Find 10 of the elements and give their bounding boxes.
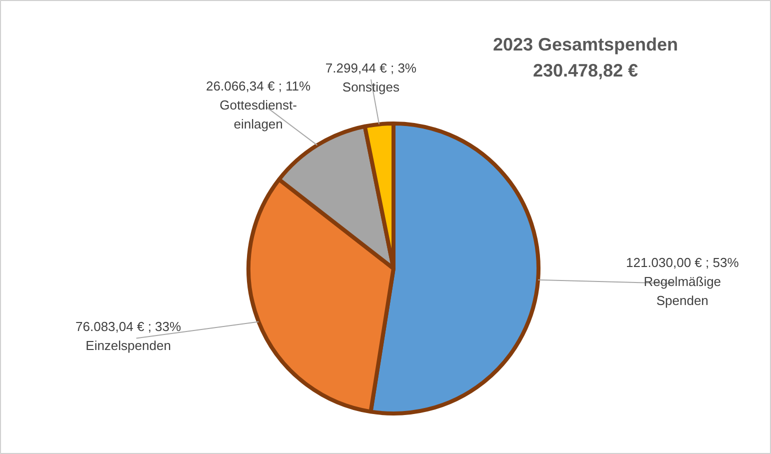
chart-subtitle: 230.478,82 € — [532, 60, 638, 80]
slice-label: Sonstiges — [342, 79, 400, 94]
data-label: 76.083,04 € ; 33% — [76, 319, 182, 334]
data-label: 26.066,34 € ; 11% — [206, 78, 312, 94]
slice-label: Gottesdienst-einlagen — [220, 97, 297, 132]
slice-label: Einzelspenden — [86, 338, 171, 354]
chart-title: 2023 Gesamtspenden — [492, 34, 678, 54]
data-label: 7.299,44 € ; 3% — [325, 60, 417, 76]
slice-label: Regelmäßige Spenden — [644, 274, 722, 308]
data-label: 121.030,00 € ; 53% — [626, 254, 740, 270]
